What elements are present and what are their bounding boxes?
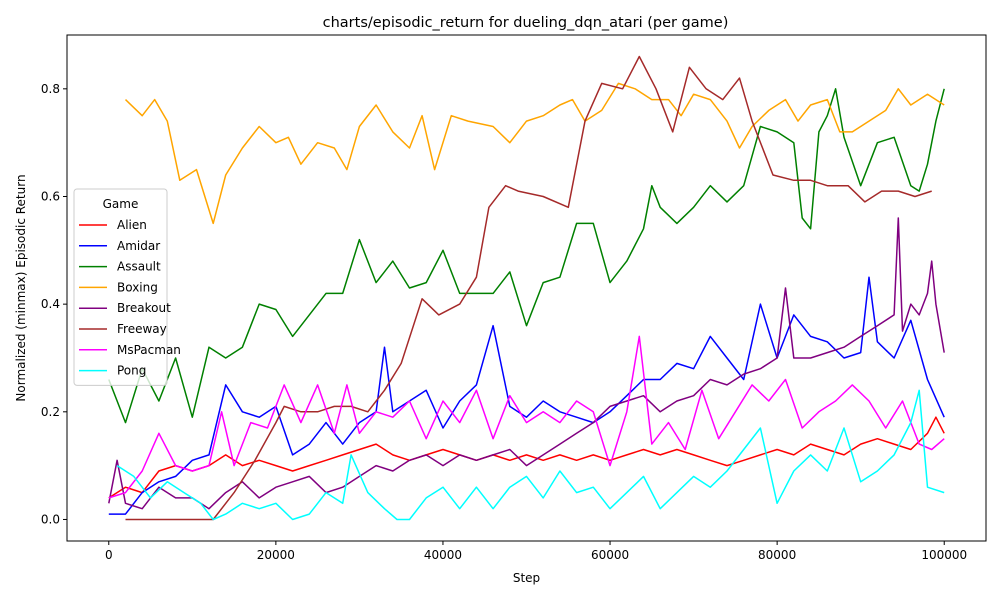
legend-label-boxing: Boxing [117, 280, 158, 294]
chart-title: charts/episodic_return for dueling_dqn_a… [323, 15, 729, 31]
series-line-assault [108, 88, 945, 424]
series-line-alien [108, 416, 945, 499]
y-axis: 0.0 0.2 0.4 0.6 0.8 [41, 82, 67, 526]
series-line-mspacman [108, 335, 945, 499]
plot-area [108, 55, 945, 521]
x-axis-label: Step [513, 571, 540, 585]
series-line-pong [116, 389, 945, 521]
legend-label-amidar: Amidar [117, 239, 160, 253]
legend: Game Alien Amidar Assault Boxing Breakout Free… [73, 188, 181, 386]
series-line-freeway [125, 55, 932, 521]
y-tick-label: 0.8 [41, 82, 60, 96]
x-axis: 0 20000 40000 60000 80000 100000 [105, 541, 967, 562]
legend-label-pong: Pong [117, 364, 146, 378]
series-line-breakout [108, 217, 945, 510]
y-tick-label: 0.6 [41, 189, 60, 203]
x-tick-label: 60000 [591, 548, 629, 562]
x-tick-label: 0 [105, 548, 113, 562]
legend-box [73, 188, 168, 386]
legend-label-mspacman: MsPacman [117, 343, 181, 357]
x-tick-label: 80000 [758, 548, 796, 562]
x-tick-label: 40000 [424, 548, 462, 562]
legend-label-breakout: Breakout [117, 301, 171, 315]
series-line-amidar [108, 276, 945, 515]
legend-label-freeway: Freeway [117, 322, 167, 336]
series-line-boxing [124, 82, 945, 225]
legend-title: Game [103, 197, 139, 211]
legend-label-alien: Alien [117, 218, 147, 232]
y-axis-label: Normalized (minmax) Episodic Return [14, 174, 28, 401]
y-tick-label: 0.0 [41, 512, 60, 526]
y-tick-label: 0.4 [41, 297, 60, 311]
x-tick-label: 100000 [921, 548, 967, 562]
plot-frame [66, 34, 987, 542]
legend-label-assault: Assault [117, 260, 161, 274]
x-tick-label: 20000 [257, 548, 295, 562]
y-tick-label: 0.2 [41, 405, 60, 419]
